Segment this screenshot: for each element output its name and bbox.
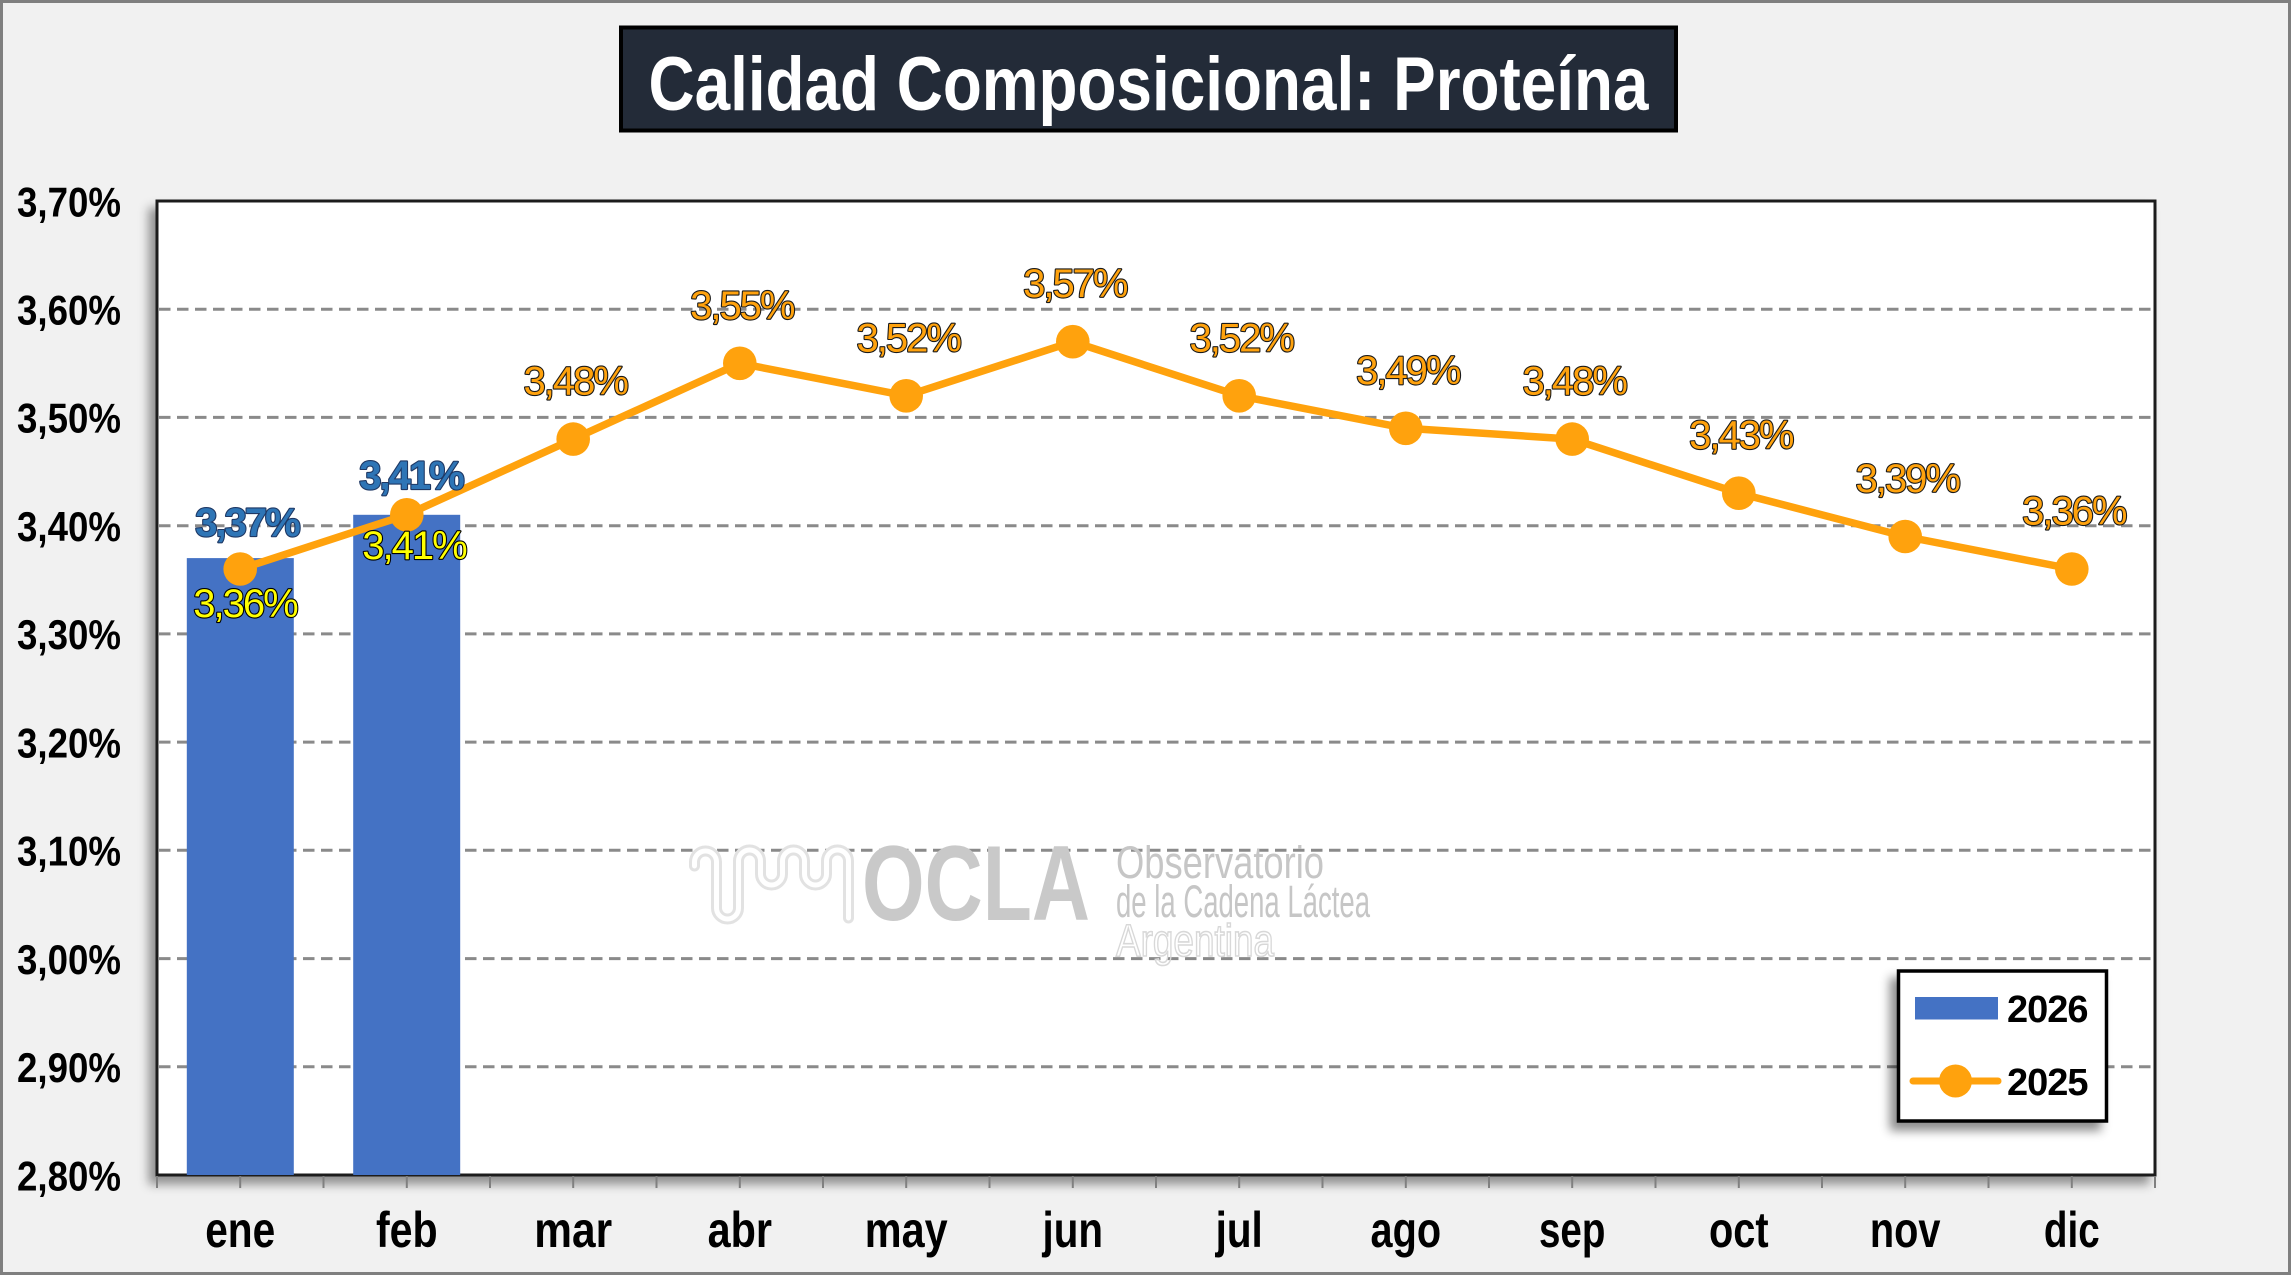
svg-text:3,39%: 3,39% [1855, 457, 1960, 501]
svg-text:3,41%: 3,41% [359, 454, 464, 498]
svg-text:mar: mar [534, 1202, 612, 1258]
svg-text:3,55%: 3,55% [690, 284, 795, 328]
svg-text:abr: abr [708, 1202, 772, 1258]
svg-text:2026: 2026 [2007, 989, 2088, 1031]
svg-text:3,48%: 3,48% [1522, 360, 1627, 404]
svg-text:dic: dic [2044, 1202, 2100, 1258]
svg-text:3,00%: 3,00% [17, 936, 121, 983]
svg-text:3,36%: 3,36% [2022, 490, 2127, 534]
svg-text:3,43%: 3,43% [1689, 414, 1794, 458]
svg-text:oct: oct [1709, 1202, 1769, 1258]
svg-text:2,80%: 2,80% [17, 1152, 121, 1199]
svg-text:Argentina: Argentina [1116, 915, 1275, 966]
svg-text:de la Cadena Láctea: de la Cadena Láctea [1116, 876, 1371, 927]
svg-text:feb: feb [376, 1202, 438, 1258]
svg-text:3,41%: 3,41% [362, 524, 467, 568]
svg-text:3,10%: 3,10% [17, 828, 121, 875]
svg-text:3,50%: 3,50% [17, 395, 121, 442]
svg-text:jun: jun [1042, 1202, 1103, 1258]
svg-text:ene: ene [205, 1202, 275, 1258]
svg-text:3,30%: 3,30% [17, 611, 121, 658]
svg-text:3,36%: 3,36% [193, 582, 298, 626]
svg-text:3,52%: 3,52% [1189, 316, 1294, 360]
svg-text:Calidad Composicional: Proteín: Calidad Composicional: Proteína [649, 42, 1650, 127]
svg-text:3,20%: 3,20% [17, 719, 121, 766]
svg-text:3,57%: 3,57% [1023, 262, 1128, 306]
svg-text:ago: ago [1371, 1202, 1442, 1258]
svg-text:3,37%: 3,37% [195, 501, 300, 545]
svg-text:2,90%: 2,90% [17, 1044, 121, 1091]
svg-text:3,60%: 3,60% [17, 287, 121, 334]
svg-text:3,70%: 3,70% [17, 178, 121, 225]
svg-text:3,52%: 3,52% [856, 316, 961, 360]
svg-text:3,48%: 3,48% [523, 360, 628, 404]
svg-text:2025: 2025 [2007, 1062, 2088, 1104]
svg-text:jul: jul [1215, 1202, 1263, 1258]
svg-text:sep: sep [1539, 1202, 1605, 1258]
svg-text:nov: nov [1870, 1202, 1941, 1258]
svg-text:OCLA: OCLA [862, 823, 1090, 943]
svg-text:may: may [865, 1202, 948, 1258]
svg-text:3,49%: 3,49% [1356, 349, 1461, 393]
svg-text:Observatorio: Observatorio [1116, 837, 1324, 888]
svg-text:3,40%: 3,40% [17, 503, 121, 550]
